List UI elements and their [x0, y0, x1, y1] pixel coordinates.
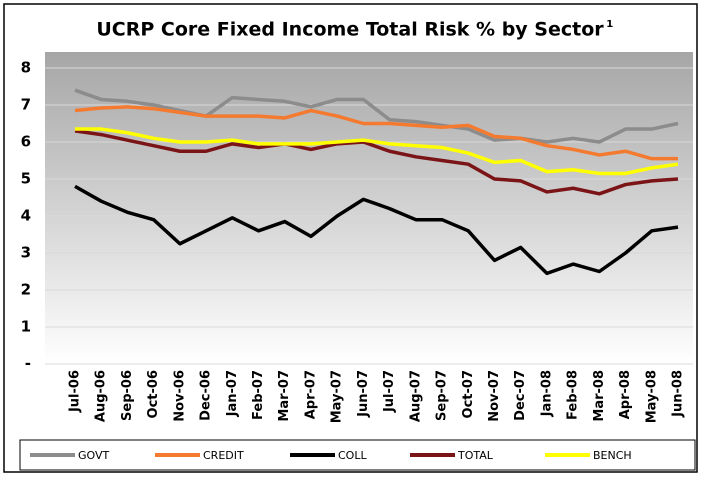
x-tick-label: Jul-07: [382, 370, 397, 413]
x-tick-label: Jun-08: [671, 370, 686, 418]
title-footnote: 1: [606, 19, 613, 30]
x-tick-label: Aug-07: [408, 370, 423, 422]
chart-title: UCRP Core Fixed Income Total Risk % by S…: [96, 19, 604, 41]
y-tick-label: 3: [21, 244, 31, 262]
legend-label: GOVT: [78, 449, 110, 462]
series-line: [74, 88, 679, 144]
x-tick-label: Dec-06: [199, 370, 214, 421]
legend-label: BENCH: [593, 449, 632, 462]
x-tick-label: Nov-06: [172, 370, 187, 422]
x-tick-label: Aug-06: [94, 370, 109, 422]
series-line: [75, 127, 679, 176]
x-tick-label: Jul-06: [68, 370, 83, 413]
x-tick-label: Sep-06: [120, 370, 135, 421]
y-tick-label: 1: [21, 318, 31, 336]
plot-background: [45, 52, 693, 364]
y-tick-label: 5: [21, 170, 31, 188]
x-tick-label: Jan-08: [539, 370, 554, 417]
legend-label: COLL: [338, 449, 367, 462]
x-tick-label: Sep-07: [435, 370, 450, 421]
series-line: [74, 184, 679, 276]
x-tick-label: Dec-07: [513, 370, 528, 421]
y-tick-label: 8: [21, 59, 31, 77]
y-tick-label: 6: [21, 133, 31, 151]
x-tick-label: Oct-06: [146, 370, 161, 418]
x-tick-label: Mar-08: [592, 370, 607, 422]
x-tick-label: Feb-07: [251, 370, 266, 420]
y-tick-label: -: [25, 355, 31, 373]
x-tick-label: Apr-07: [303, 370, 318, 419]
x-tick-label: Feb-08: [566, 370, 581, 420]
x-tick-label: Nov-07: [487, 370, 502, 422]
x-tick-label: Apr-08: [618, 370, 633, 419]
x-tick-label: Mar-07: [277, 370, 292, 422]
legend-label: CREDIT: [203, 449, 244, 462]
x-tick-label: Jan-07: [225, 370, 240, 417]
x-tick-label: May-08: [644, 370, 659, 423]
legend-label: TOTAL: [457, 449, 494, 462]
series-line: [74, 129, 679, 196]
x-tick-label: Oct-07: [461, 370, 476, 418]
y-tick-label: 4: [21, 207, 31, 225]
y-tick-label: 7: [21, 96, 31, 114]
x-tick-label: May-07: [330, 370, 345, 423]
x-tick-label: Jun-07: [356, 370, 371, 418]
series-line: [74, 105, 678, 161]
y-tick-label: 2: [21, 281, 31, 299]
